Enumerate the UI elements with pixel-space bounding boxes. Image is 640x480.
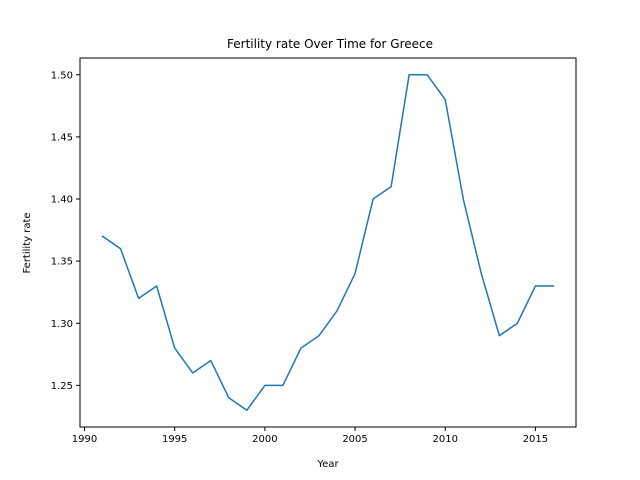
y-tick-label: 1.45 [51, 132, 73, 143]
y-tick-label: 1.25 [51, 381, 73, 392]
series-line [101, 74, 555, 411]
x-tick-label: 2000 [252, 434, 277, 445]
y-tick-label: 1.50 [51, 70, 73, 81]
y-tick-label: 1.40 [51, 195, 73, 206]
x-tick-label: 2015 [523, 434, 548, 445]
y-axis-ticks: 1.25 1.30 1.35 1.40 1.45 1.50 [51, 70, 80, 392]
x-axis-ticks: 1990 1995 2000 2005 2010 2015 [72, 427, 548, 445]
x-tick-label: 1995 [162, 434, 187, 445]
x-axis-label: Year [316, 459, 339, 470]
plot-area [101, 74, 555, 411]
y-axis-label: Fertility rate [22, 212, 33, 273]
x-tick-label: 2005 [342, 434, 367, 445]
x-tick-label: 2010 [433, 434, 458, 445]
x-tick-label: 1990 [72, 434, 97, 445]
y-tick-label: 1.35 [51, 257, 73, 268]
axes-frame [79, 57, 577, 428]
chart-title: Fertility rate Over Time for Greece [227, 37, 433, 51]
y-tick-label: 1.30 [51, 319, 73, 330]
